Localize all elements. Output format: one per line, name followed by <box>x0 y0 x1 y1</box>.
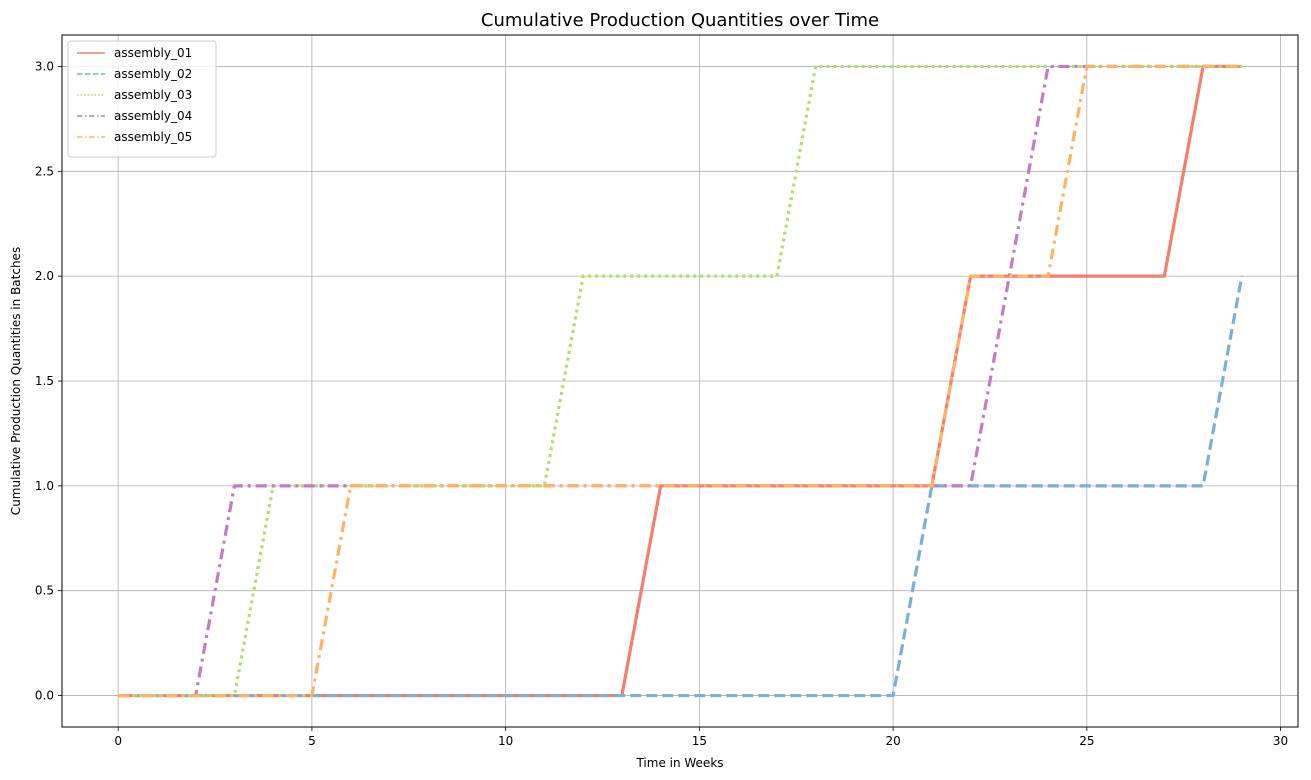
legend-label: assembly_04 <box>114 109 192 123</box>
x-tick-label: 15 <box>692 734 707 748</box>
x-tick-label: 10 <box>498 734 513 748</box>
x-axis-label: Time in Weeks <box>635 756 723 770</box>
y-tick-label: 2.0 <box>35 269 54 283</box>
x-tick-label: 5 <box>308 734 316 748</box>
legend-label: assembly_03 <box>114 88 192 102</box>
y-tick-label: 0.5 <box>35 584 54 598</box>
series-line-assembly-02 <box>118 275 1244 698</box>
x-tick-label: 0 <box>114 734 122 748</box>
x-tick-label: 30 <box>1273 734 1288 748</box>
y-axis-label: Cumulative Production Quantities in Batc… <box>9 247 23 515</box>
y-tick-label: 0.0 <box>35 689 54 703</box>
y-tick-label: 2.5 <box>35 164 54 178</box>
legend-label: assembly_05 <box>114 130 192 144</box>
series-lines <box>118 64 1244 698</box>
legend-label: assembly_02 <box>114 67 192 81</box>
legend-box <box>67 40 217 158</box>
x-tick-label: 25 <box>1079 734 1094 748</box>
y-tick-label: 1.5 <box>35 374 54 388</box>
y-axis-ticks: 0.0 0.5 1.0 1.5 2.0 2.5 3.0 <box>35 59 62 703</box>
x-axis-ticks: 0 5 10 15 20 25 30 <box>114 727 1288 748</box>
series-line-assembly-05 <box>118 64 1242 698</box>
legend-label: assembly_01 <box>114 46 192 60</box>
x-tick-label: 20 <box>885 734 900 748</box>
y-tick-label: 3.0 <box>35 59 54 73</box>
legend: assembly_01 assembly_02 assembly_03assembl… <box>67 40 217 158</box>
y-tick-label: 1.0 <box>35 479 54 493</box>
series-line-assembly-03 <box>118 64 1242 698</box>
chart-title: Cumulative Production Quantities over Ti… <box>481 10 879 31</box>
